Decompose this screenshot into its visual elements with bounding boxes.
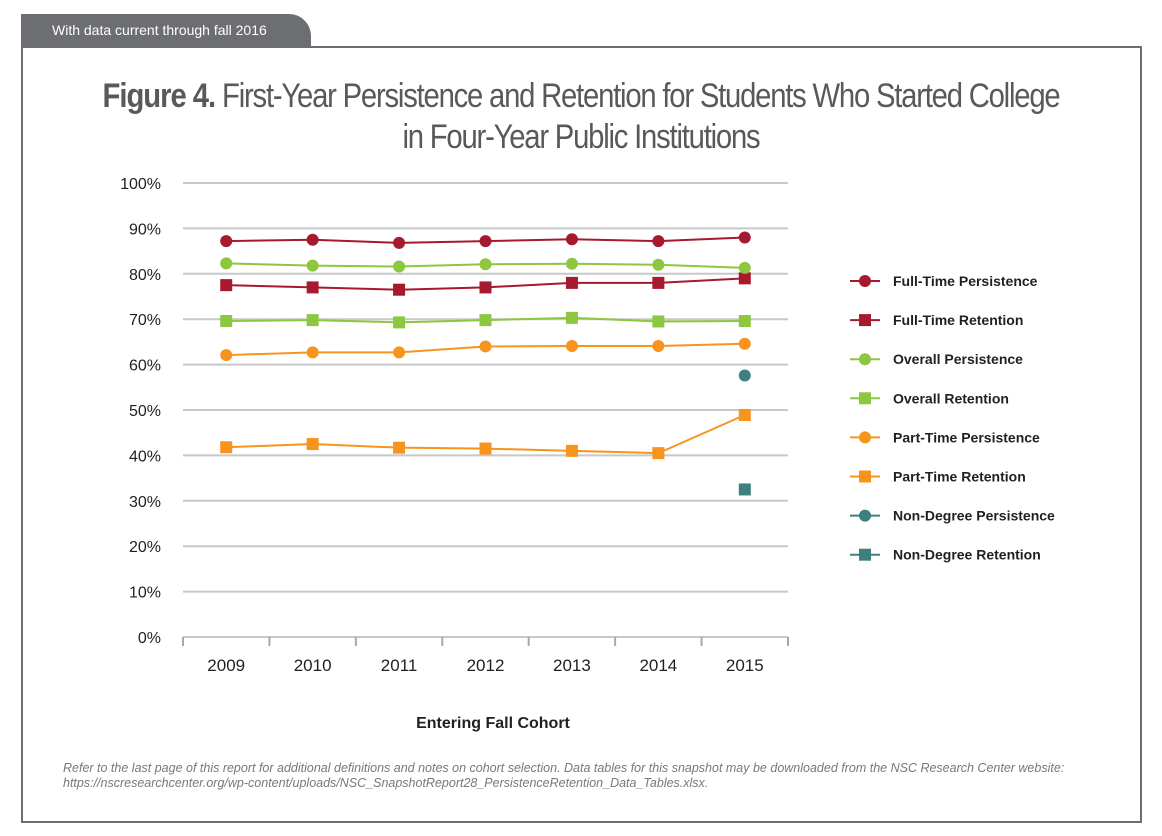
x-tick-label: 2009 xyxy=(207,656,245,675)
data-currency-banner: With data current through fall 2016 xyxy=(21,14,311,47)
overall-persistence-point xyxy=(393,260,406,273)
y-tick-label: 40% xyxy=(129,448,161,465)
overall-retention-point xyxy=(652,315,665,328)
part-time-retention-point xyxy=(306,438,319,451)
legend-marker-part-time-retention xyxy=(859,470,871,483)
x-axis-title: Entering Fall Cohort xyxy=(416,715,570,732)
figure-number: Figure 4. xyxy=(102,77,217,115)
overall-persistence-point xyxy=(565,257,578,270)
x-tick-label: 2013 xyxy=(553,656,591,675)
x-tick-label: 2014 xyxy=(639,656,677,675)
overall-persistence-point xyxy=(220,257,233,270)
full-time-persistence-point xyxy=(220,235,233,248)
part-time-persistence-point xyxy=(652,339,665,352)
legend-label-part-time-retention: Part-Time Retention xyxy=(893,469,1026,485)
overall-retention-point xyxy=(306,314,319,327)
legend-marker-overall-retention xyxy=(859,392,871,405)
full-time-persistence-point xyxy=(306,233,319,246)
overall-persistence-point xyxy=(652,258,665,271)
full-time-retention-point xyxy=(479,281,492,294)
title-line-1: Figure 4. First-Year Persistence and Ret… xyxy=(81,76,1080,117)
part-time-retention-point xyxy=(738,408,751,421)
part-time-persistence-point xyxy=(565,339,578,352)
part-time-retention-point xyxy=(652,447,665,460)
part-time-retention-point xyxy=(479,442,492,455)
full-time-retention-point xyxy=(393,283,406,296)
y-tick-label: 80% xyxy=(129,267,161,284)
legend-marker-full-time-persistence xyxy=(859,275,871,287)
legend-label-non-degree-persistence: Non-Degree Persistence xyxy=(893,508,1055,524)
part-time-persistence-point xyxy=(479,340,492,353)
footnote: Refer to the last page of this report fo… xyxy=(63,761,1065,790)
full-time-persistence-point xyxy=(565,233,578,246)
overall-retention-point xyxy=(393,316,406,329)
x-tick-label: 2010 xyxy=(294,656,332,675)
overall-retention-point xyxy=(479,314,492,327)
legend-label-full-time-persistence: Full-Time Persistence xyxy=(893,273,1038,289)
full-time-persistence-point xyxy=(479,235,492,248)
figure-frame xyxy=(21,46,1142,823)
title-line-2: in Four-Year Public Institutions xyxy=(402,118,761,156)
full-time-persistence-point xyxy=(393,236,406,249)
legend-marker-full-time-retention xyxy=(859,314,871,327)
part-time-retention-point xyxy=(565,444,578,457)
y-tick-label: 100% xyxy=(120,176,161,193)
part-time-retention-point xyxy=(220,441,233,454)
full-time-retention-point xyxy=(565,276,578,289)
full-time-retention-point xyxy=(220,279,233,292)
y-tick-label: 0% xyxy=(138,630,161,647)
figure-title: Figure 4. First-Year Persistence and Ret… xyxy=(81,76,1080,158)
part-time-persistence-point xyxy=(738,337,751,350)
legend-marker-non-degree-retention xyxy=(859,548,871,561)
overall-retention-point xyxy=(738,315,751,328)
legend-marker-part-time-persistence xyxy=(859,431,871,444)
overall-persistence-point xyxy=(738,261,751,274)
y-tick-label: 30% xyxy=(129,494,161,511)
part-time-retention-point xyxy=(393,441,406,454)
overall-retention-point xyxy=(565,311,578,324)
legend-label-overall-persistence: Overall Persistence xyxy=(893,351,1023,367)
overall-retention-point xyxy=(220,315,233,328)
y-tick-label: 10% xyxy=(129,585,161,602)
y-tick-label: 90% xyxy=(129,221,161,238)
legend-label-part-time-persistence: Part-Time Persistence xyxy=(893,429,1040,445)
part-time-persistence-point xyxy=(220,349,233,362)
full-time-retention-point xyxy=(306,281,319,294)
legend-marker-overall-persistence xyxy=(859,353,871,366)
x-tick-label: 2011 xyxy=(381,656,418,675)
full-time-persistence-point xyxy=(738,231,751,244)
part-time-persistence-point xyxy=(306,346,319,359)
title-text-1: First-Year Persistence and Retention for… xyxy=(222,77,1061,115)
legend-marker-non-degree-persistence xyxy=(859,509,871,522)
legend-label-full-time-retention: Full-Time Retention xyxy=(893,312,1023,328)
legend-label-non-degree-retention: Non-Degree Retention xyxy=(893,547,1041,563)
overall-persistence-point xyxy=(306,259,319,272)
y-tick-label: 20% xyxy=(129,539,161,556)
x-tick-label: 2015 xyxy=(726,656,764,675)
full-time-retention-point xyxy=(652,276,665,289)
overall-persistence-point xyxy=(479,258,492,271)
y-tick-label: 60% xyxy=(129,358,161,375)
y-tick-label: 50% xyxy=(129,403,161,420)
full-time-retention-point xyxy=(738,272,751,285)
x-tick-label: 2012 xyxy=(467,656,505,675)
non-degree-persistence-point xyxy=(738,369,751,382)
y-tick-label: 70% xyxy=(129,312,161,329)
legend-label-overall-retention: Overall Retention xyxy=(893,390,1009,406)
non-degree-retention-point xyxy=(738,483,751,496)
part-time-persistence-point xyxy=(393,346,406,359)
full-time-persistence-point xyxy=(652,235,665,248)
